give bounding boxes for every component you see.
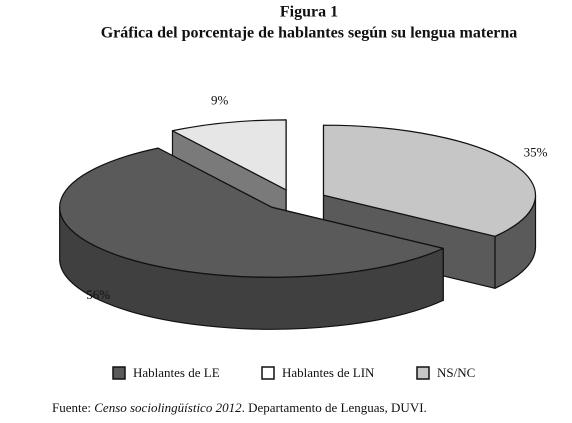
slice-top <box>59 147 444 278</box>
legend-swatch <box>416 366 430 380</box>
legend-swatch <box>261 366 275 380</box>
chart-title: Figura 1 <box>280 4 338 21</box>
data-label: 9% <box>211 92 229 107</box>
slice-top <box>322 124 537 237</box>
source-title: Censo sociolingüístico 2012 <box>94 400 242 415</box>
source-note: Fuente: Censo sociolingüístico 2012. Dep… <box>52 400 427 415</box>
legend-swatch <box>112 366 126 380</box>
source-suffix: . Departamento de Lenguas, DUVI. <box>242 400 427 415</box>
data-label: 35% <box>524 144 548 159</box>
legend-label: Hablantes de LIN <box>282 365 375 380</box>
source-prefix: Fuente: <box>52 400 94 415</box>
legend-label: NS/NC <box>437 365 475 380</box>
data-label: 56% <box>86 287 110 302</box>
legend-label: Hablantes de LE <box>133 365 220 380</box>
slice-top <box>171 119 287 191</box>
slice <box>59 147 444 330</box>
chart-subtitle: Gráfica del porcentaje de hablantes segú… <box>101 25 518 42</box>
